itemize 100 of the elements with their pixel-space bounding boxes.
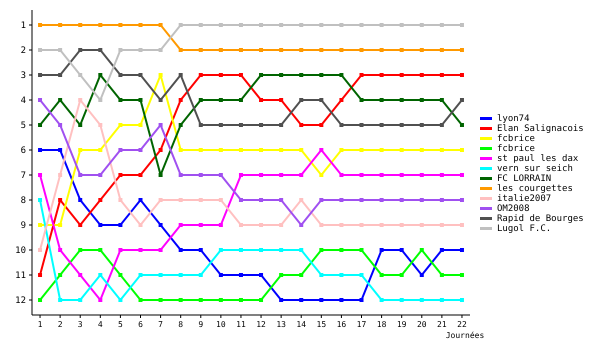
y-tick-label: 5 [20, 121, 26, 132]
x-tick-label: 16 [336, 320, 346, 329]
point [360, 73, 364, 77]
x-tick-label: 4 [98, 320, 103, 329]
x-tick-label: 10 [216, 320, 226, 329]
point [118, 248, 122, 252]
point [198, 73, 203, 77]
x-tick-label: 7 [158, 320, 164, 329]
point [238, 273, 243, 277]
y-tick-label: 11 [15, 271, 26, 282]
point [360, 148, 364, 152]
legend-label: Rapid de Bourges [497, 214, 584, 224]
point [380, 73, 384, 77]
point [98, 148, 102, 152]
x-tick-label: 17 [356, 320, 366, 329]
point [138, 173, 142, 177]
point [460, 98, 464, 102]
point [360, 48, 364, 52]
point [400, 173, 404, 177]
point [178, 248, 183, 252]
point [380, 223, 384, 227]
point [259, 98, 264, 102]
point [319, 298, 324, 302]
point [78, 248, 82, 252]
point [299, 73, 304, 77]
point [138, 298, 142, 302]
point [58, 223, 62, 227]
point [319, 173, 324, 177]
point [138, 73, 142, 77]
point [440, 23, 444, 27]
point [118, 23, 122, 27]
y-tick-label: 10 [15, 246, 26, 256]
point [38, 148, 42, 152]
point [138, 223, 142, 227]
point [360, 123, 364, 127]
point [158, 48, 163, 52]
point [218, 23, 223, 27]
point [299, 248, 304, 252]
point [339, 23, 344, 27]
legend-label: FC LORRAIN [497, 174, 552, 184]
point [218, 298, 223, 302]
point [78, 198, 82, 202]
point [238, 198, 243, 202]
legend-label: Elan Salignacois [497, 124, 584, 134]
point [98, 248, 102, 252]
point [98, 98, 102, 102]
point [138, 273, 142, 277]
point [339, 98, 344, 102]
point [98, 73, 102, 77]
point [98, 223, 102, 227]
point [420, 173, 424, 177]
point [319, 273, 324, 277]
point [460, 23, 464, 27]
y-tick-label: 2 [20, 46, 26, 56]
point [198, 148, 203, 152]
y-tick-label: 6 [20, 146, 26, 156]
point [400, 148, 404, 152]
point [58, 123, 62, 127]
point [118, 198, 122, 202]
point [420, 248, 424, 252]
point [198, 248, 203, 252]
point [339, 273, 344, 277]
point [279, 298, 284, 302]
point [118, 298, 122, 302]
x-tick-label: 8 [178, 320, 184, 329]
point [259, 198, 264, 202]
point [360, 298, 364, 302]
point [158, 73, 163, 77]
point [218, 173, 223, 177]
point [58, 173, 62, 177]
point [299, 298, 304, 302]
point [78, 173, 82, 177]
point [420, 148, 424, 152]
point [360, 23, 364, 27]
point [198, 298, 203, 302]
point [198, 98, 203, 102]
point [118, 48, 122, 52]
point [339, 198, 344, 202]
point [460, 298, 464, 302]
point [218, 73, 223, 77]
point [98, 273, 102, 277]
point [279, 173, 284, 177]
point [420, 123, 424, 127]
point [400, 48, 404, 52]
legend-label: lyon74 [497, 114, 530, 124]
point [279, 98, 284, 102]
point [400, 73, 404, 77]
point [440, 148, 444, 152]
point [178, 273, 183, 277]
point [380, 123, 384, 127]
point [420, 223, 424, 227]
x-tick-label: 2 [58, 320, 63, 329]
point [58, 198, 62, 202]
point [38, 98, 42, 102]
point [279, 248, 284, 252]
point [360, 223, 364, 227]
point [319, 23, 324, 27]
point [178, 98, 183, 102]
point [339, 173, 344, 177]
point [158, 23, 163, 27]
